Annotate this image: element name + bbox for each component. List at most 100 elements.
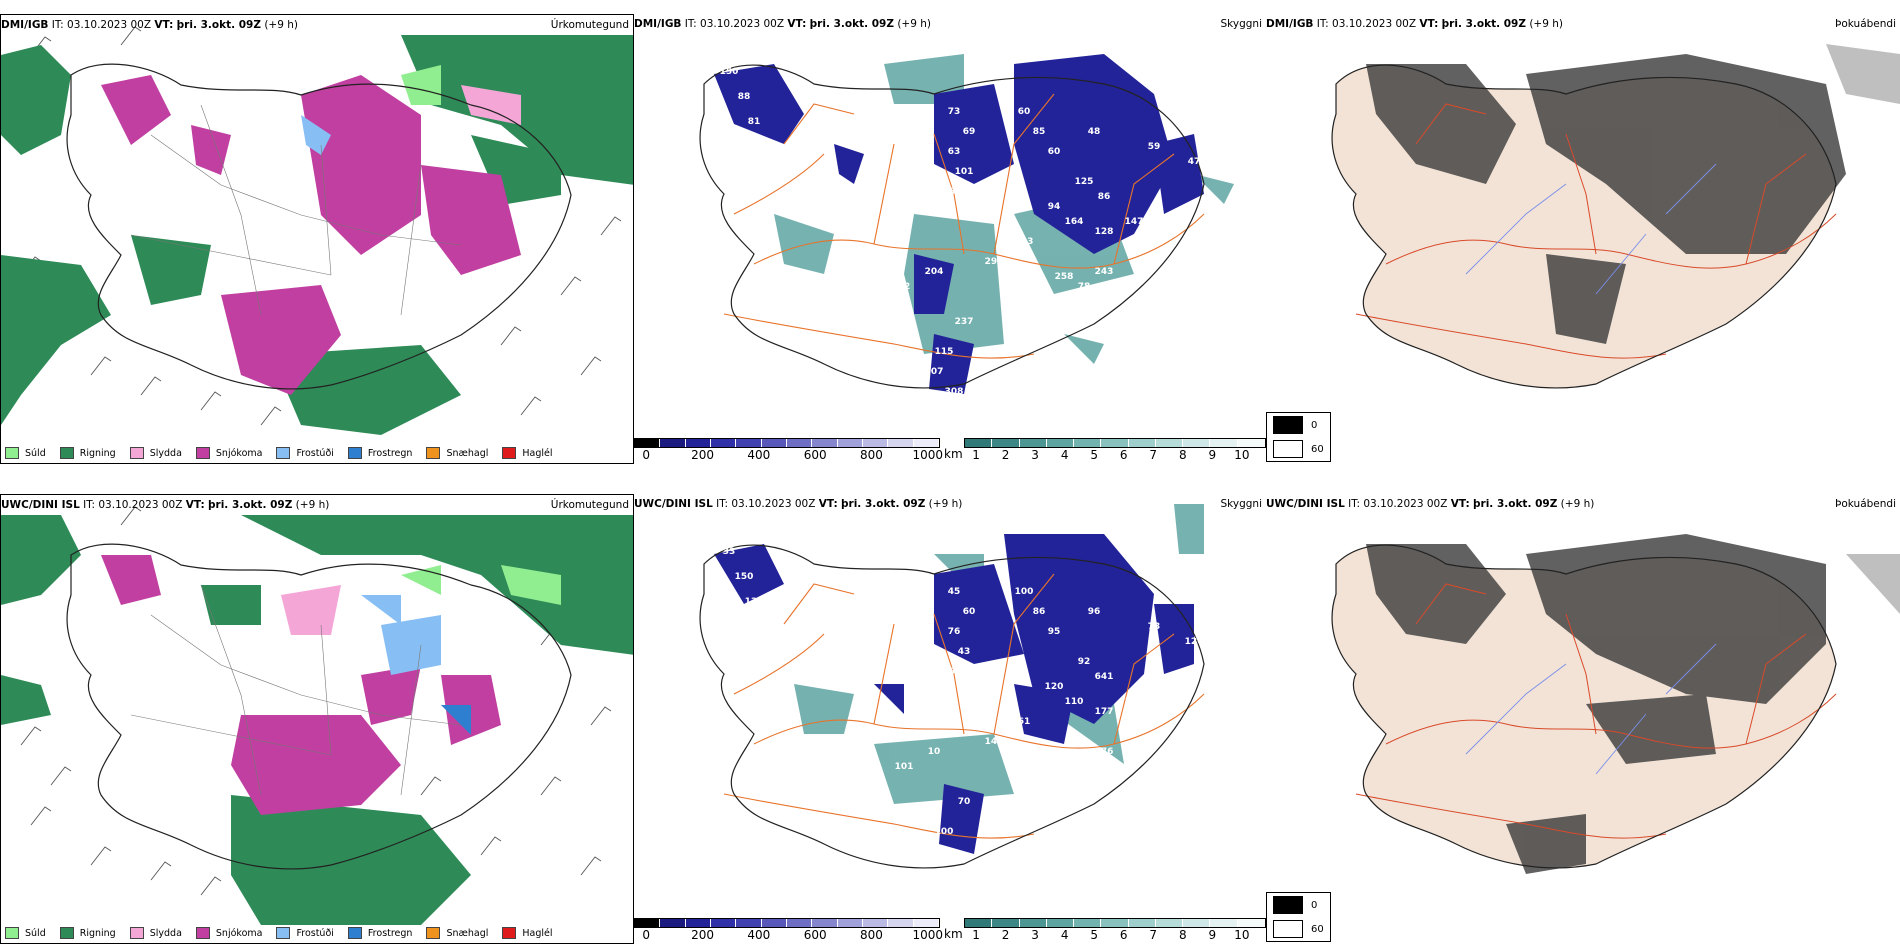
cloud-base-label: 45: [948, 587, 961, 597]
legend-label: Súld: [25, 447, 46, 459]
legend-swatch: [129, 447, 144, 459]
fog-panel-bottom: UWC/DINI ISL IT: 03.10.2023 00Z VT: þri.…: [1266, 494, 1900, 944]
colorbar-segment: [635, 919, 661, 927]
cloud-base-label: 33: [723, 547, 736, 557]
legend-item: Slydda: [129, 927, 182, 939]
cloud-base-label: 149: [1125, 697, 1144, 707]
vt-label: VT:: [818, 498, 838, 510]
vt-label: VT:: [787, 18, 807, 30]
colorbar-tick-label: 600: [803, 448, 827, 462]
colorbar-segment: [1046, 919, 1075, 927]
cloud-base-label: 95: [1048, 627, 1061, 637]
colorbar-tick-label: 200: [691, 448, 714, 462]
colorbar-segment: [1210, 919, 1238, 927]
colorbar-tick-label: 9: [1208, 448, 1217, 462]
legend-item: Slydda: [129, 447, 182, 459]
cloud-base-label: 100: [725, 147, 744, 157]
legend-swatch: [502, 927, 517, 939]
cloud-base-label: 59: [1148, 142, 1161, 152]
cloud-base-label: 209: [775, 677, 794, 687]
precip-map-bottom: [1, 506, 633, 925]
it-value: 03.10.2023 00Z: [731, 498, 816, 510]
legend-swatch: [276, 447, 291, 459]
colorbar-segment: [1128, 439, 1156, 447]
cloud-base-label: 48: [1088, 127, 1101, 137]
legend-item: Snjókoma: [195, 447, 263, 459]
legend-label: Slydda: [149, 447, 182, 459]
colorbar-ticks: 0 200 400 600 800 1000: [634, 448, 943, 462]
legend-swatch: [426, 447, 441, 459]
legend-swatch: [129, 927, 144, 939]
cloud-base-label: 69: [963, 127, 976, 137]
colorbar-segment: [1183, 919, 1211, 927]
cloud-base-label: 96: [1088, 607, 1101, 617]
cloud-base-label: 150: [720, 67, 739, 77]
panel-title: Þokuábendi: [1835, 18, 1896, 30]
cloud-base-label: 98: [1028, 747, 1041, 757]
colorbar-unit: km: [944, 447, 963, 461]
fog-legend: 0 60: [1266, 412, 1331, 462]
it-label: IT:: [1316, 18, 1329, 30]
panel-title: Úrkomutegund: [550, 19, 629, 31]
colorbar-tick-label: 5: [1090, 448, 1099, 462]
panel-header: UWC/DINI ISL IT: 03.10.2023 00Z VT: þri.…: [1266, 498, 1594, 510]
cloud-base-label: 78: [1078, 282, 1091, 292]
iceland-outline: [1331, 544, 1837, 869]
fog-legend-row: 0: [1267, 413, 1330, 437]
visibility-colorbar: 1 2 3 4 5 6 7 8 9 10 km: [944, 918, 1266, 942]
cloud-base-label: 60: [1018, 107, 1031, 117]
fog-legend-label: 60: [1311, 443, 1324, 455]
colorbar-segment: [685, 439, 711, 447]
admin-borders: [130, 584, 462, 796]
rivers: [1465, 643, 1717, 775]
colorbar-segment: [812, 919, 838, 927]
colorbar-tick-label: 8: [1178, 928, 1187, 942]
fog-legend-swatch: [1273, 440, 1303, 458]
fog-legend-label: 0: [1311, 419, 1318, 431]
cloud-base-label: 94: [1048, 202, 1061, 212]
colorbar-segment: [1101, 919, 1129, 927]
precip-areas: [1, 35, 633, 435]
lead-time: (+9 h): [1529, 18, 1563, 30]
cloud-base-label: 176: [1095, 747, 1114, 757]
visibility-colorbar: 1 2 3 4 5 6 7 8 9 10 km: [944, 438, 1266, 462]
legend-item: Frostregn: [347, 447, 412, 459]
model-name: UWC/DINI ISL: [634, 498, 713, 510]
cloud-base-label: 432: [1075, 762, 1094, 772]
cloud-base-label: 109: [755, 232, 774, 242]
model-name: UWC/DINI ISL: [1266, 498, 1345, 510]
colorbar-ticks: 0 200 400 600 800 1000: [634, 928, 943, 942]
cloud-base-label: 641: [1095, 672, 1114, 682]
colorbar-segment: [1019, 439, 1047, 447]
fog-map-bottom: [1331, 534, 1900, 874]
vt-value: þri. 3.okt. 09Z: [1441, 18, 1526, 30]
roads: [723, 93, 1205, 359]
cloud-base-label: 98: [778, 197, 791, 207]
fog-legend-swatch: [1273, 416, 1303, 434]
fog-areas: [1366, 44, 1900, 344]
cloud-base-label: 262: [965, 407, 984, 417]
colorbar-segment: [736, 919, 762, 927]
colorbar-tick-label: 10: [1234, 448, 1250, 462]
legend-swatch: [347, 447, 362, 459]
cloud-base-label: 100: [1015, 587, 1034, 597]
cloud-base-label: 76: [948, 627, 961, 637]
cloud-base-label: 43: [958, 647, 971, 657]
legend-label: Frostúði: [296, 447, 334, 459]
legend-item: Haglél: [502, 447, 553, 459]
panel-title: Úrkomutegund: [550, 499, 629, 511]
cloud-base-label: 60: [1048, 147, 1061, 157]
it-label: IT:: [1348, 498, 1361, 510]
colorbar-tick-label: 400: [747, 928, 771, 942]
cloud-base-label: 308: [945, 387, 964, 397]
cloud-base-label: 168: [905, 397, 924, 407]
cloud-base-label: 81: [748, 117, 761, 127]
cloud-base-label: 147: [1125, 217, 1144, 227]
cloud-base-label: 101: [955, 167, 974, 177]
colorbar-tick-label: 6: [1119, 928, 1128, 942]
legend-label: Snjókoma: [215, 447, 263, 459]
cloud-base-label: 191: [725, 247, 744, 257]
legend-label: Frostregn: [367, 927, 413, 939]
cloud-base-label: 204: [925, 267, 944, 277]
